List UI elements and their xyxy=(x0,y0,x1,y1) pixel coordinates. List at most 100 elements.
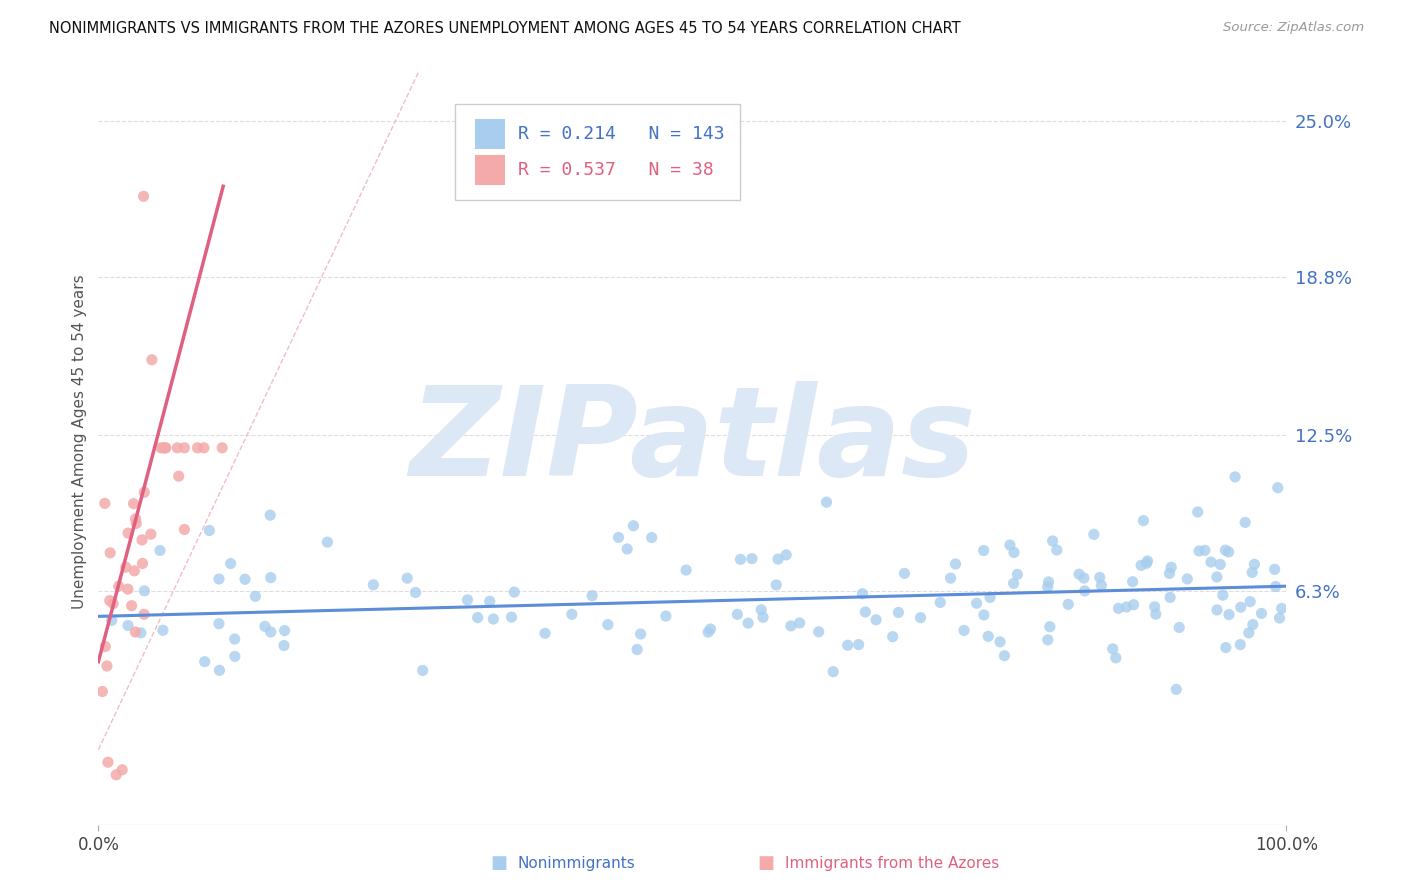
Point xyxy=(1057,598,1080,612)
Point xyxy=(765,578,787,592)
Point xyxy=(1243,558,1265,572)
Point xyxy=(134,485,156,500)
Point xyxy=(173,441,195,455)
Point xyxy=(134,583,156,598)
Point xyxy=(100,614,122,628)
Point xyxy=(1241,617,1264,632)
Point xyxy=(882,630,904,644)
Point xyxy=(752,610,775,624)
Point xyxy=(132,607,155,622)
Point xyxy=(1136,554,1159,568)
Point xyxy=(1073,583,1095,598)
Text: ■: ■ xyxy=(758,855,775,872)
Point xyxy=(124,564,146,578)
Point xyxy=(253,619,276,633)
Point xyxy=(1101,641,1123,656)
Point xyxy=(1250,607,1272,621)
Point xyxy=(1237,625,1260,640)
Point xyxy=(1122,574,1144,589)
Point xyxy=(1143,599,1166,614)
Point xyxy=(1036,580,1059,594)
Point xyxy=(132,189,155,203)
Point xyxy=(173,523,195,537)
Point xyxy=(630,627,652,641)
Point xyxy=(979,591,1001,605)
Point xyxy=(111,763,134,777)
Point xyxy=(1241,566,1264,580)
Point xyxy=(478,594,501,608)
Point xyxy=(1199,555,1222,569)
Point xyxy=(412,664,434,678)
Point xyxy=(167,469,190,483)
Point xyxy=(1159,566,1181,581)
Point xyxy=(1122,598,1144,612)
Point xyxy=(596,617,619,632)
Point xyxy=(1083,527,1105,541)
Point xyxy=(741,551,763,566)
Point xyxy=(837,638,859,652)
Point xyxy=(121,599,143,613)
Point xyxy=(208,572,231,586)
Point xyxy=(198,524,221,538)
Point xyxy=(534,626,557,640)
Point xyxy=(98,546,121,560)
Point xyxy=(211,441,233,455)
Point xyxy=(1218,545,1240,559)
Point xyxy=(124,512,146,526)
Point xyxy=(1160,560,1182,574)
Point xyxy=(1218,607,1240,622)
Point xyxy=(749,603,772,617)
Point xyxy=(456,593,478,607)
Point xyxy=(1090,578,1112,592)
Point xyxy=(1036,632,1059,647)
Point xyxy=(780,619,803,633)
Point xyxy=(910,610,932,624)
FancyBboxPatch shape xyxy=(456,104,740,200)
Point xyxy=(973,607,995,622)
Point xyxy=(141,352,163,367)
Point xyxy=(1239,595,1261,609)
Point xyxy=(1234,516,1257,530)
Point xyxy=(1132,514,1154,528)
Point xyxy=(194,655,217,669)
Point xyxy=(122,497,145,511)
Point xyxy=(1107,601,1129,615)
Point xyxy=(725,607,748,622)
Point xyxy=(775,548,797,562)
Point xyxy=(124,625,146,640)
Point xyxy=(117,526,139,541)
Point xyxy=(166,441,188,455)
Point xyxy=(208,616,231,631)
Point xyxy=(977,629,1000,643)
Point xyxy=(405,585,427,599)
Point xyxy=(153,441,176,455)
Point xyxy=(607,530,630,544)
Point xyxy=(865,613,887,627)
Point xyxy=(131,557,153,571)
Point xyxy=(623,518,645,533)
Point xyxy=(848,638,870,652)
Point xyxy=(193,441,215,455)
Point xyxy=(396,571,419,585)
Point xyxy=(1144,607,1167,622)
Text: Source: ZipAtlas.com: Source: ZipAtlas.com xyxy=(1223,21,1364,34)
FancyBboxPatch shape xyxy=(475,155,505,185)
Point xyxy=(655,609,678,624)
Point xyxy=(363,578,385,592)
Text: R = 0.537   N = 38: R = 0.537 N = 38 xyxy=(517,161,714,179)
Point xyxy=(273,624,295,638)
Point xyxy=(1229,600,1251,615)
Point xyxy=(259,508,281,523)
Point xyxy=(125,516,148,531)
Point xyxy=(966,596,988,610)
Point xyxy=(107,579,129,593)
Point xyxy=(730,552,752,566)
Point xyxy=(1212,588,1234,602)
Point xyxy=(94,496,117,510)
Point xyxy=(1130,558,1153,573)
Point xyxy=(114,560,136,574)
Point xyxy=(697,625,720,640)
Point xyxy=(1007,567,1029,582)
Point xyxy=(807,624,830,639)
Point xyxy=(1073,571,1095,585)
